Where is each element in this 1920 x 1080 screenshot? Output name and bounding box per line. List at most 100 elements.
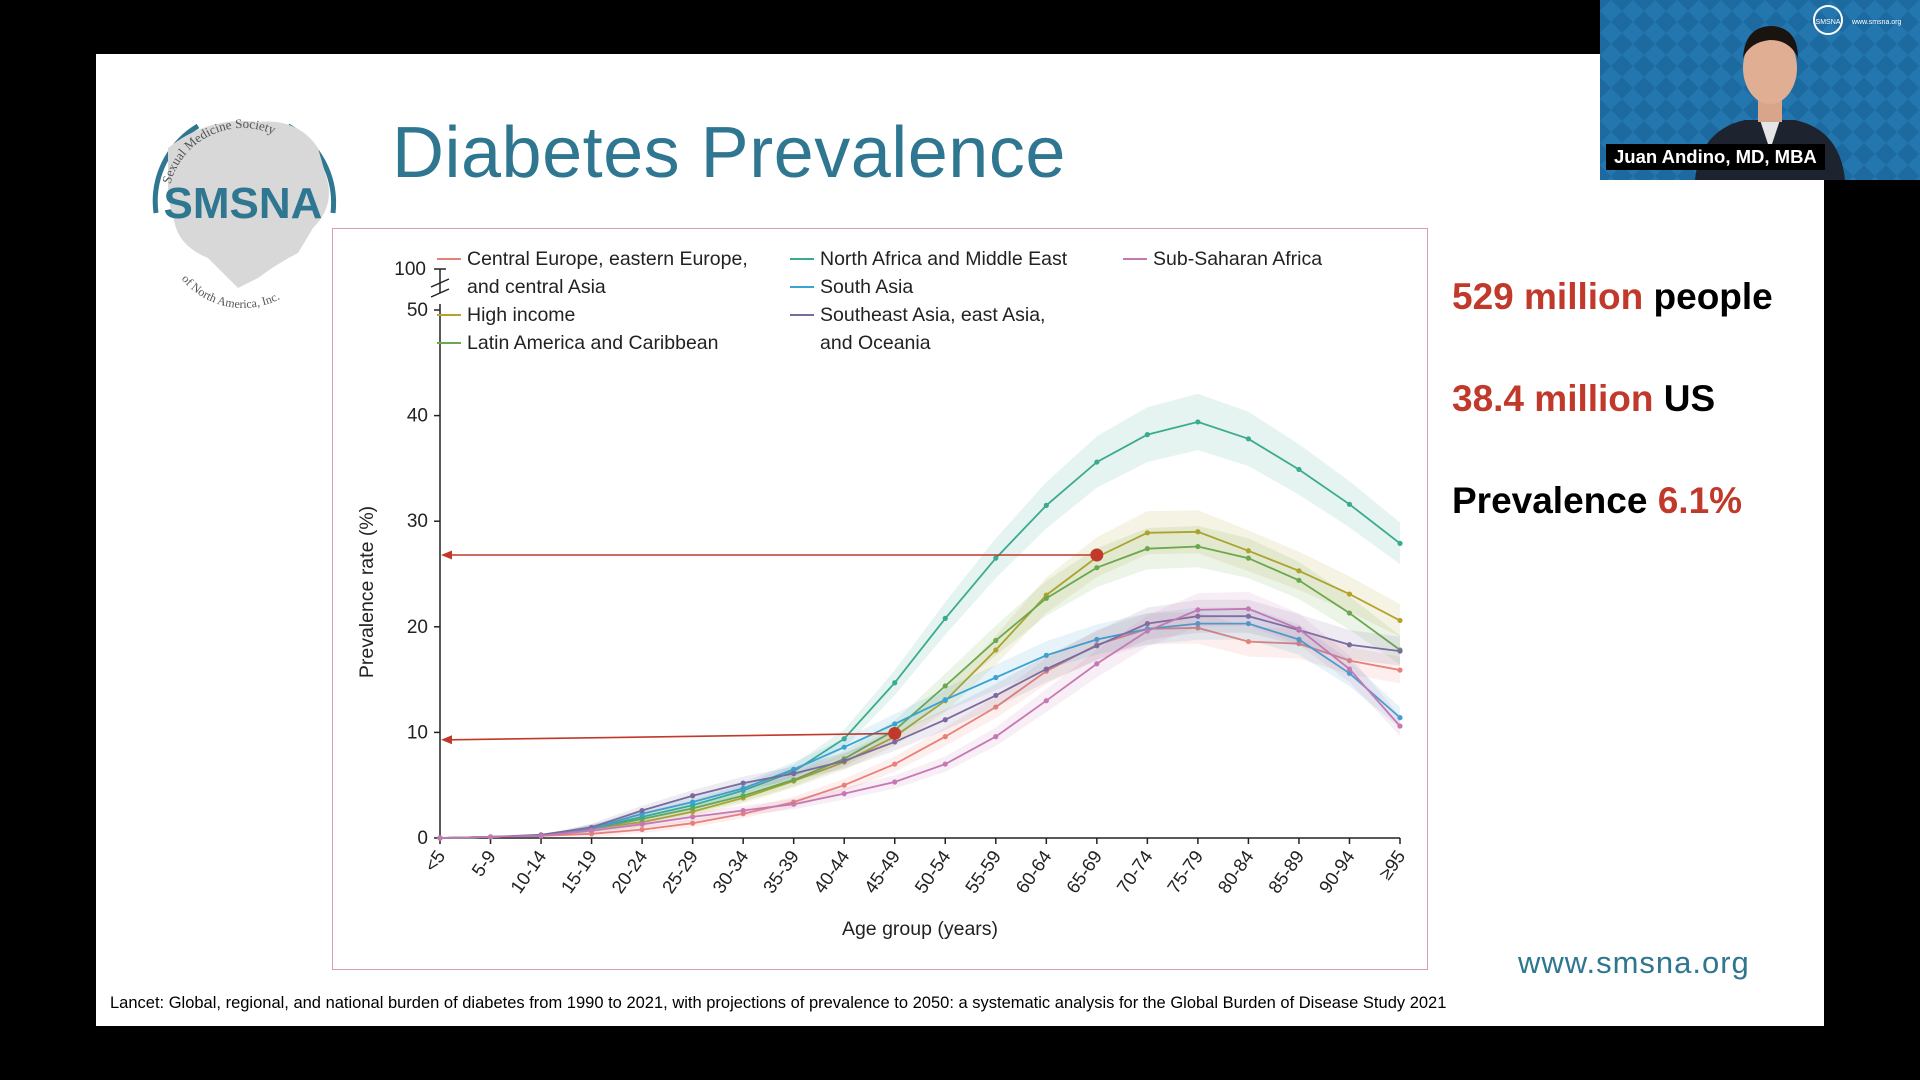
data-point [942,615,948,621]
x-tick-label: <5 [420,846,449,875]
data-point [993,555,999,561]
data-point [841,744,847,750]
data-point [841,736,847,742]
x-tick-label: 10-14 [506,846,550,897]
data-point [1144,530,1150,536]
logo-main-text: SMSNA [164,179,323,228]
data-point [1346,670,1353,676]
data-point [1245,621,1252,627]
citation: Lancet: Global, regional, and national b… [110,994,1447,1012]
data-point [740,785,746,791]
data-point [1144,546,1150,552]
data-point [1094,643,1100,649]
data-point [1094,565,1100,571]
x-tick-label: 30-34 [708,846,752,897]
data-point [841,758,847,764]
data-point [993,734,999,740]
data-point [993,637,999,644]
y-tick-label: 10 [407,722,428,743]
presenter-name-label: Juan Andino, MD, MBA [1606,144,1825,170]
stat-text: people [1643,276,1773,317]
north-america-map-icon [168,121,329,288]
data-point [892,739,898,745]
x-tick-label: 50-54 [910,846,954,897]
data-point [892,761,898,767]
data-point [740,807,746,814]
data-point [1195,613,1201,619]
chart-frame: 100 0 10 20 30 40 50 <5 5-9 10-14 15-19 20-24 25-29 3… [332,228,1428,970]
data-point [791,777,797,783]
data-point [1346,657,1353,664]
x-tick-label: 45-49 [860,846,904,897]
data-point [1346,501,1353,507]
data-point [1245,638,1252,645]
data-point [1346,591,1353,597]
data-point [1195,621,1201,627]
smsna-logo: Sexual Medicine Society SMSNA of North A… [152,116,337,311]
data-point [1245,548,1252,554]
data-point [942,734,948,740]
data-point [892,779,898,785]
data-point [993,692,999,699]
data-point [538,833,544,839]
data-point [1346,666,1353,672]
data-point [1094,636,1100,643]
data-point [1043,652,1049,658]
x-tick-label: 60-64 [1011,846,1055,897]
data-point [892,721,898,727]
data-point [1296,636,1302,643]
stat-line: Prevalence 6.1% [1452,480,1742,522]
y-tick-label: 50 [407,300,428,321]
data-point [993,647,999,653]
x-tick-label: 65-69 [1062,846,1106,897]
legend-label: and Oceania [820,332,931,354]
series-line [439,622,1401,839]
y-axis-title: Prevalence rate (%) [356,506,378,678]
y-tick-label: 30 [407,511,428,532]
data-point [1397,617,1403,624]
data-point [1296,568,1302,574]
axis-break-icon [430,278,450,298]
data-point [588,828,595,834]
data-point [639,821,645,827]
annotation-marker [1090,548,1104,562]
data-point [1195,607,1201,613]
stat-highlight: 6.1% [1657,480,1743,521]
website-url[interactable]: www.smsna.org [1518,945,1750,980]
slide [96,54,1824,1026]
annotation-arrowhead-icon [441,550,452,560]
data-point [841,791,847,797]
legend-label: High income [467,304,575,326]
x-tick-label: 75-79 [1163,846,1207,897]
data-point [892,680,898,686]
data-point [1043,666,1049,672]
x-tick-label: 70-74 [1112,846,1156,897]
x-tick-label: 25-29 [658,846,702,897]
data-point [1245,555,1252,561]
legend-label: South Asia [820,276,913,298]
logo-ring-left [152,123,200,214]
data-point [1144,621,1150,627]
data-point [690,799,696,805]
x-tick-label: ≥95 [1374,846,1409,883]
data-point [1195,529,1201,535]
y-tick-label: 20 [407,617,428,638]
data-point [942,717,948,723]
series-line [439,626,1401,839]
data-point [993,674,999,681]
presenter-bg-logo-icon [1813,5,1843,35]
data-point [1094,459,1100,465]
legend-label: North Africa and Middle East [820,248,1068,270]
data-point [1195,419,1201,425]
legend-label: Central Europe, eastern Europe, [467,248,748,270]
series-line [439,545,1401,839]
x-tick-label: 35-39 [759,846,803,897]
x-tick-label: 5-9 [467,846,500,880]
data-point [639,807,645,814]
x-tick-label: 15-19 [557,846,601,897]
stat-line: 529 million people [1452,276,1773,318]
data-point [1397,715,1403,721]
data-point [690,793,696,799]
data-point [942,683,948,689]
presenter-bg-url-text: www.smsna.org [1851,19,1902,26]
